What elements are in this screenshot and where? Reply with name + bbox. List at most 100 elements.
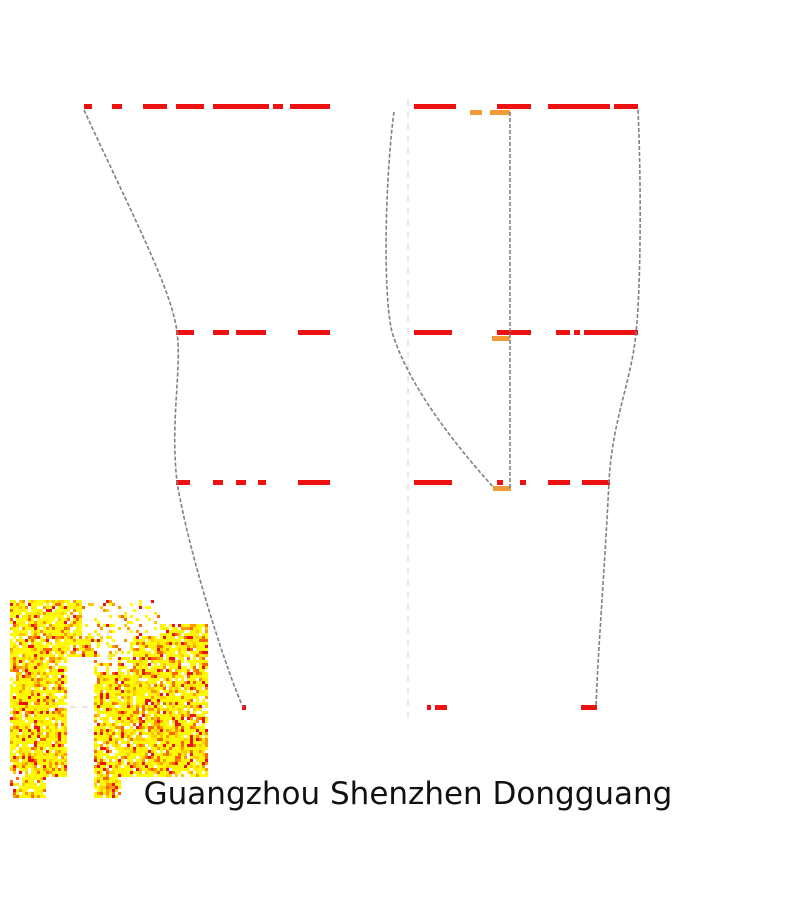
inset-map-cell <box>28 738 31 741</box>
inset-map-cell <box>172 741 175 744</box>
inset-map-cell <box>205 693 208 696</box>
inset-map-cell <box>19 717 22 720</box>
inset-map-cell <box>37 630 40 633</box>
inset-map-cell <box>148 711 151 714</box>
inset-map-cell <box>106 609 109 612</box>
inset-map-cell <box>19 636 22 639</box>
inset-map-cell <box>136 666 139 669</box>
inset-map-cell <box>115 675 118 678</box>
inset-map-cell <box>28 672 31 675</box>
inset-map-cell <box>181 729 184 732</box>
inset-map-cell <box>175 672 178 675</box>
inset-map-cell <box>199 663 202 666</box>
inset-map-cell <box>112 735 115 738</box>
inset-map-cell <box>64 753 67 756</box>
inset-map-cell <box>154 678 157 681</box>
inset-map-cell <box>106 774 109 777</box>
inset-map-cell <box>130 726 133 729</box>
inset-map-cell <box>64 732 67 735</box>
inset-map-cell <box>115 645 118 648</box>
inset-map-cell <box>187 744 190 747</box>
inset-map-cell <box>34 612 37 615</box>
inset-map-cell <box>79 600 82 603</box>
inset-map-cell <box>22 624 25 627</box>
inset-map-cell <box>25 627 28 630</box>
inset-map-cell <box>46 771 49 774</box>
inset-map-cell <box>37 684 40 687</box>
inset-map-cell <box>13 738 16 741</box>
inset-map-cell <box>157 720 160 723</box>
inset-map-cell <box>49 735 52 738</box>
inset-map-cell <box>37 627 40 630</box>
inset-map-cell <box>184 714 187 717</box>
inset-map-cell <box>187 675 190 678</box>
inset-map-cell <box>121 729 124 732</box>
inset-map-cell <box>61 612 64 615</box>
inset-map-cell <box>34 765 37 768</box>
inset-map-cell <box>205 738 208 741</box>
inset-map-cell <box>109 789 112 792</box>
inset-map-cell <box>28 726 31 729</box>
inset-map-cell <box>40 723 43 726</box>
inset-map-cell <box>160 768 163 771</box>
inset-map-cell <box>49 690 52 693</box>
inset-map-cell <box>97 777 100 780</box>
inset-map-cell <box>43 702 46 705</box>
inset-map-cell <box>100 690 103 693</box>
inset-map-cell <box>28 648 31 651</box>
inset-map-cell <box>94 618 97 621</box>
inset-map-cell <box>136 765 139 768</box>
inset-map-cell <box>103 762 106 765</box>
inset-map-cell <box>172 702 175 705</box>
inset-map-cell <box>73 645 76 648</box>
inset-map-cell <box>190 651 193 654</box>
inset-map-cell <box>94 753 97 756</box>
inset-map-cell <box>91 639 94 642</box>
inset-map-cell <box>178 717 181 720</box>
inset-map-cell <box>178 681 181 684</box>
inset-map-cell <box>100 639 103 642</box>
inset-map-cell <box>181 699 184 702</box>
inset-map-cell <box>184 726 187 729</box>
inset-map-cell <box>79 645 82 648</box>
inset-map-cell <box>133 636 136 639</box>
inset-map-cell <box>163 774 166 777</box>
inset-map-cell <box>16 648 19 651</box>
inset-map-cell <box>37 615 40 618</box>
inset-map-cell <box>31 717 34 720</box>
inset-map-cell <box>181 714 184 717</box>
inset-map-cell <box>73 621 76 624</box>
inset-map-cell <box>79 630 82 633</box>
inset-map-cell <box>160 699 163 702</box>
inset-map-cell <box>166 633 169 636</box>
inset-map-cell <box>100 693 103 696</box>
inset-map-cell <box>160 648 163 651</box>
inset-map-cell <box>109 777 112 780</box>
inset-map-cell <box>64 714 67 717</box>
inset-map-cell <box>55 684 58 687</box>
inset-map-cell <box>46 666 49 669</box>
inset-map-cell <box>202 726 205 729</box>
inset-map-cell <box>34 741 37 744</box>
inset-map-cell <box>37 660 40 663</box>
inset-map-cell <box>28 747 31 750</box>
inset-map-cell <box>172 729 175 732</box>
inset-map-cell <box>130 675 133 678</box>
inset-map-cell <box>118 738 121 741</box>
inset-map-cell <box>205 759 208 762</box>
inset-map-cell <box>139 681 142 684</box>
inset-map-cell <box>76 654 79 657</box>
inset-map-cell <box>160 660 163 663</box>
inset-map-cell <box>124 687 127 690</box>
inset-map-cell <box>34 666 37 669</box>
inset-map-cell <box>49 657 52 660</box>
inset-map-cell <box>160 636 163 639</box>
inset-map-cell <box>193 675 196 678</box>
inset-map-cell <box>115 651 118 654</box>
inset-map-cell <box>97 711 100 714</box>
inset-map-cell <box>193 762 196 765</box>
inset-map-cell <box>139 768 142 771</box>
inset-map-cell <box>22 702 25 705</box>
inset-map-cell <box>13 657 16 660</box>
inset-map-cell <box>31 693 34 696</box>
